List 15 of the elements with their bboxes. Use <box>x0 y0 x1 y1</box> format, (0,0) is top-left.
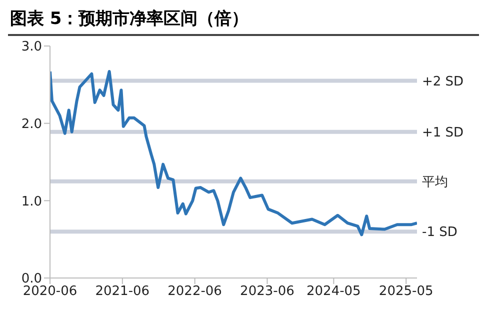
chart-title: 图表 5：预期市净率区间（倍） <box>8 8 479 36</box>
ref-line-label: +1 SD <box>422 125 464 140</box>
x-tick-label: 2020-06 <box>22 284 78 300</box>
y-tick-label: 2.0 <box>21 116 42 132</box>
x-tick-label: 2023-06 <box>240 284 294 300</box>
x-tick-label: 2025-05 <box>378 284 434 300</box>
ref-line-label: -1 SD <box>422 225 458 240</box>
x-tick-label: 2024-05 <box>306 284 361 300</box>
y-tick-label: 3.0 <box>21 40 42 55</box>
y-tick-label: 1.0 <box>21 194 42 210</box>
x-tick-label: 2022-06 <box>168 284 222 300</box>
x-tick-label: 2021-06 <box>95 284 150 300</box>
ref-line-label: +2 SD <box>422 74 464 90</box>
line-series <box>50 70 417 236</box>
ref-line-label: 平均 <box>422 174 448 190</box>
